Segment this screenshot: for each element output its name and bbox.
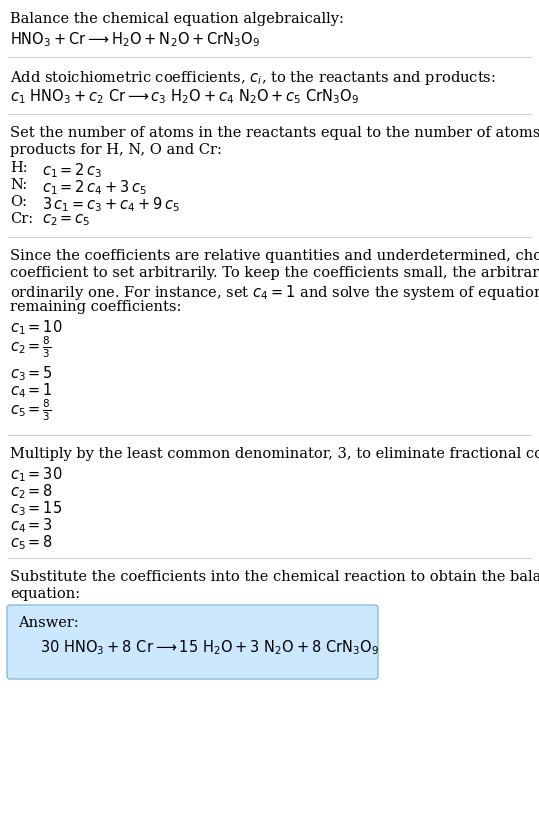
Text: Cr:: Cr: xyxy=(10,212,33,226)
Text: $c_2 = 8$: $c_2 = 8$ xyxy=(10,482,53,501)
Text: O:: O: xyxy=(10,195,27,209)
Text: Set the number of atoms in the reactants equal to the number of atoms in the: Set the number of atoms in the reactants… xyxy=(10,126,539,140)
Text: remaining coefficients:: remaining coefficients: xyxy=(10,300,182,314)
FancyBboxPatch shape xyxy=(7,605,378,679)
Text: $c_3 = 5$: $c_3 = 5$ xyxy=(10,364,53,383)
Text: $30\ \mathrm{HNO_3} + 8\ \mathrm{Cr} \longrightarrow 15\ \mathrm{H_2O} + 3\ \mat: $30\ \mathrm{HNO_3} + 8\ \mathrm{Cr} \lo… xyxy=(40,638,379,657)
Text: $c_5 = 8$: $c_5 = 8$ xyxy=(10,533,53,552)
Text: $c_4 = 3$: $c_4 = 3$ xyxy=(10,516,53,534)
Text: $c_4 = 1$: $c_4 = 1$ xyxy=(10,381,53,399)
Text: $c_2 = c_5$: $c_2 = c_5$ xyxy=(42,212,91,228)
Text: Add stoichiometric coefficients, $c_i$, to the reactants and products:: Add stoichiometric coefficients, $c_i$, … xyxy=(10,69,496,87)
Text: $c_2 = \frac{8}{3}$: $c_2 = \frac{8}{3}$ xyxy=(10,335,51,360)
Text: $c_1 = 30$: $c_1 = 30$ xyxy=(10,465,63,483)
Text: Answer:: Answer: xyxy=(18,616,79,630)
Text: Multiply by the least common denominator, 3, to eliminate fractional coefficient: Multiply by the least common denominator… xyxy=(10,447,539,461)
Text: $c_1\ \mathrm{HNO_3} + c_2\ \mathrm{Cr} \longrightarrow c_3\ \mathrm{H_2O} + c_4: $c_1\ \mathrm{HNO_3} + c_2\ \mathrm{Cr} … xyxy=(10,87,359,106)
Text: $c_1 = 2\,c_4 + 3\,c_5$: $c_1 = 2\,c_4 + 3\,c_5$ xyxy=(42,178,147,196)
Text: $c_1 = 10$: $c_1 = 10$ xyxy=(10,318,63,337)
Text: ordinarily one. For instance, set $c_4 = 1$ and solve the system of equations fo: ordinarily one. For instance, set $c_4 =… xyxy=(10,283,539,302)
Text: $3\,c_1 = c_3 + c_4 + 9\,c_5$: $3\,c_1 = c_3 + c_4 + 9\,c_5$ xyxy=(42,195,180,214)
Text: $c_5 = \frac{8}{3}$: $c_5 = \frac{8}{3}$ xyxy=(10,398,51,423)
Text: equation:: equation: xyxy=(10,587,80,601)
Text: $c_1 = 2\,c_3$: $c_1 = 2\,c_3$ xyxy=(42,161,102,180)
Text: $c_3 = 15$: $c_3 = 15$ xyxy=(10,499,63,518)
Text: Substitute the coefficients into the chemical reaction to obtain the balanced: Substitute the coefficients into the che… xyxy=(10,570,539,584)
Text: $\mathrm{HNO_3} + \mathrm{Cr} \longrightarrow \mathrm{H_2O} + \mathrm{N_2O} + \m: $\mathrm{HNO_3} + \mathrm{Cr} \longright… xyxy=(10,30,260,48)
Text: Since the coefficients are relative quantities and underdetermined, choose a: Since the coefficients are relative quan… xyxy=(10,249,539,263)
Text: H:: H: xyxy=(10,161,27,175)
Text: products for H, N, O and Cr:: products for H, N, O and Cr: xyxy=(10,143,222,157)
Text: Balance the chemical equation algebraically:: Balance the chemical equation algebraica… xyxy=(10,12,344,26)
Text: coefficient to set arbitrarily. To keep the coefficients small, the arbitrary va: coefficient to set arbitrarily. To keep … xyxy=(10,266,539,280)
Text: N:: N: xyxy=(10,178,27,192)
